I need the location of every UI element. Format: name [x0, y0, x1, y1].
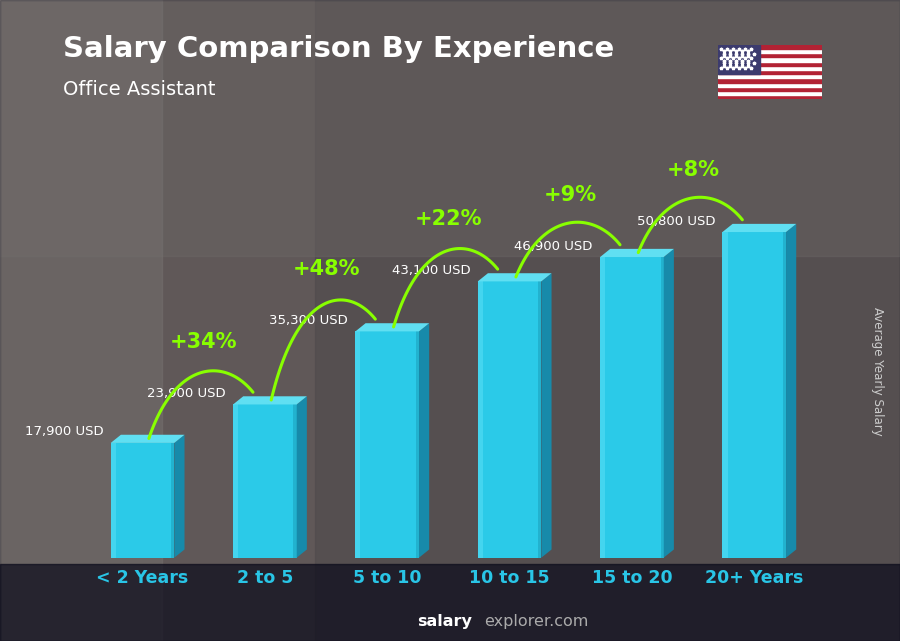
- Bar: [718, 95, 822, 99]
- Bar: [718, 45, 760, 74]
- Bar: [718, 62, 822, 66]
- Text: +9%: +9%: [544, 185, 598, 205]
- Bar: [718, 53, 822, 58]
- Bar: [0, 564, 900, 641]
- Text: 43,100 USD: 43,100 USD: [392, 264, 471, 277]
- Bar: [718, 78, 822, 83]
- Bar: [0, 0, 900, 256]
- Polygon shape: [538, 281, 542, 558]
- Polygon shape: [233, 404, 238, 558]
- Text: 46,900 USD: 46,900 USD: [515, 240, 593, 253]
- Text: Office Assistant: Office Assistant: [63, 80, 215, 99]
- Polygon shape: [600, 249, 674, 257]
- Polygon shape: [175, 435, 184, 558]
- Polygon shape: [171, 443, 175, 558]
- Polygon shape: [723, 224, 796, 232]
- Text: 35,300 USD: 35,300 USD: [269, 314, 348, 327]
- Polygon shape: [723, 232, 727, 558]
- Polygon shape: [416, 331, 419, 558]
- Text: +48%: +48%: [292, 260, 360, 279]
- Polygon shape: [356, 323, 429, 331]
- Bar: [718, 58, 822, 62]
- Polygon shape: [419, 323, 429, 558]
- Polygon shape: [293, 404, 297, 558]
- Polygon shape: [356, 331, 419, 558]
- Polygon shape: [111, 435, 184, 443]
- Polygon shape: [600, 257, 605, 558]
- Bar: [718, 70, 822, 74]
- Bar: [718, 66, 822, 70]
- Polygon shape: [542, 273, 552, 558]
- Polygon shape: [723, 232, 786, 558]
- Polygon shape: [233, 404, 297, 558]
- Bar: [718, 45, 822, 49]
- Polygon shape: [478, 281, 542, 558]
- Polygon shape: [478, 281, 482, 558]
- Text: explorer.com: explorer.com: [484, 615, 589, 629]
- Polygon shape: [661, 257, 663, 558]
- Text: Salary Comparison By Experience: Salary Comparison By Experience: [63, 35, 614, 63]
- Polygon shape: [111, 443, 116, 558]
- Bar: [718, 83, 822, 87]
- Polygon shape: [111, 443, 175, 558]
- Polygon shape: [663, 249, 674, 558]
- Text: Average Yearly Salary: Average Yearly Salary: [871, 308, 884, 436]
- Bar: [0, 0, 162, 641]
- Text: +34%: +34%: [170, 333, 238, 353]
- Polygon shape: [233, 396, 307, 404]
- Text: 17,900 USD: 17,900 USD: [24, 426, 104, 438]
- Polygon shape: [786, 224, 796, 558]
- Text: 50,800 USD: 50,800 USD: [636, 215, 716, 228]
- Polygon shape: [297, 396, 307, 558]
- Polygon shape: [783, 232, 786, 558]
- Polygon shape: [356, 331, 361, 558]
- Bar: [718, 91, 822, 95]
- Bar: [718, 87, 822, 91]
- Text: +22%: +22%: [415, 210, 482, 229]
- Polygon shape: [478, 273, 552, 281]
- Text: salary: salary: [417, 615, 472, 629]
- Bar: [718, 74, 822, 78]
- Text: +8%: +8%: [667, 160, 720, 180]
- Text: 23,900 USD: 23,900 USD: [147, 387, 226, 400]
- Bar: [315, 0, 900, 641]
- Polygon shape: [600, 257, 663, 558]
- Bar: [718, 49, 822, 53]
